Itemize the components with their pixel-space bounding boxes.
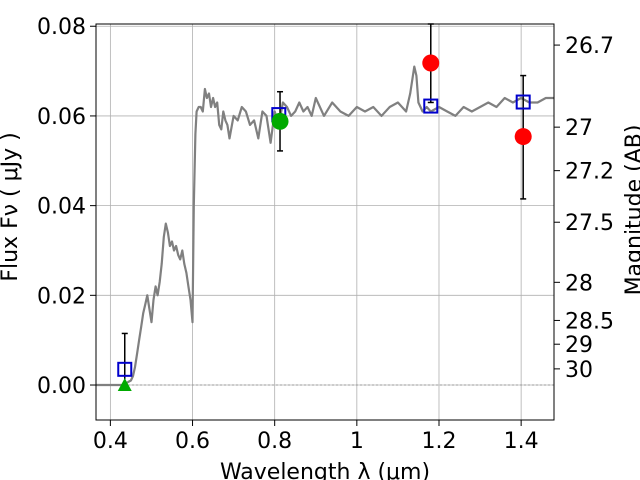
observed-flux-marker [514,128,532,146]
observed-flux-marker [271,112,289,130]
right-tick-label: 27 [565,116,593,141]
grid-lines [96,24,554,420]
right-tick-label: 27.2 [565,160,614,185]
model-photometry-marker [423,98,439,114]
y-tick-label: 0.00 [37,374,86,399]
x-tick-label: 1.2 [421,429,456,454]
x-tick-label: 0.8 [257,429,292,454]
right-tick-label: 28.5 [565,309,614,334]
y-tick-label: 0.02 [37,284,86,309]
x-axis-label: Wavelength λ (μm) [220,460,430,480]
markers-layer [117,54,532,392]
x-tick-label: 0.6 [175,429,210,454]
error-bars [121,23,527,386]
y-tick-label: 0.06 [37,105,86,130]
y-tick-label: 0.08 [37,15,86,40]
model-sed-line [96,65,554,387]
series-layer [96,65,554,387]
y-axis-label: Flux Fν ( μJy ) [0,132,23,281]
x-axis-ticks: 0.4 0.6 0.8 1 1.2 1.4 [93,420,539,454]
right-tick-label: 27.5 [565,211,614,236]
right-tick-label: 26.7 [565,34,614,59]
x-tick-label: 1.4 [504,429,539,454]
upper-limit-marker [117,378,132,392]
x-tick-label: 0.4 [93,429,128,454]
right-tick-label: 29 [565,333,593,358]
right-tick-label: 30 [565,358,593,383]
model-photometry-marker [515,94,531,110]
observed-flux-marker [422,54,440,72]
right-axis-label: Magnitude (AB) [622,125,640,296]
right-tick-label: 28 [565,271,593,296]
x-tick-label: 1 [350,429,364,454]
y-tick-label: 0.04 [37,195,86,220]
model-photometry-marker [117,361,133,377]
plot-frame [95,23,555,421]
y-axis-ticks: 0.00 0.02 0.04 0.06 0.08 [37,15,96,399]
